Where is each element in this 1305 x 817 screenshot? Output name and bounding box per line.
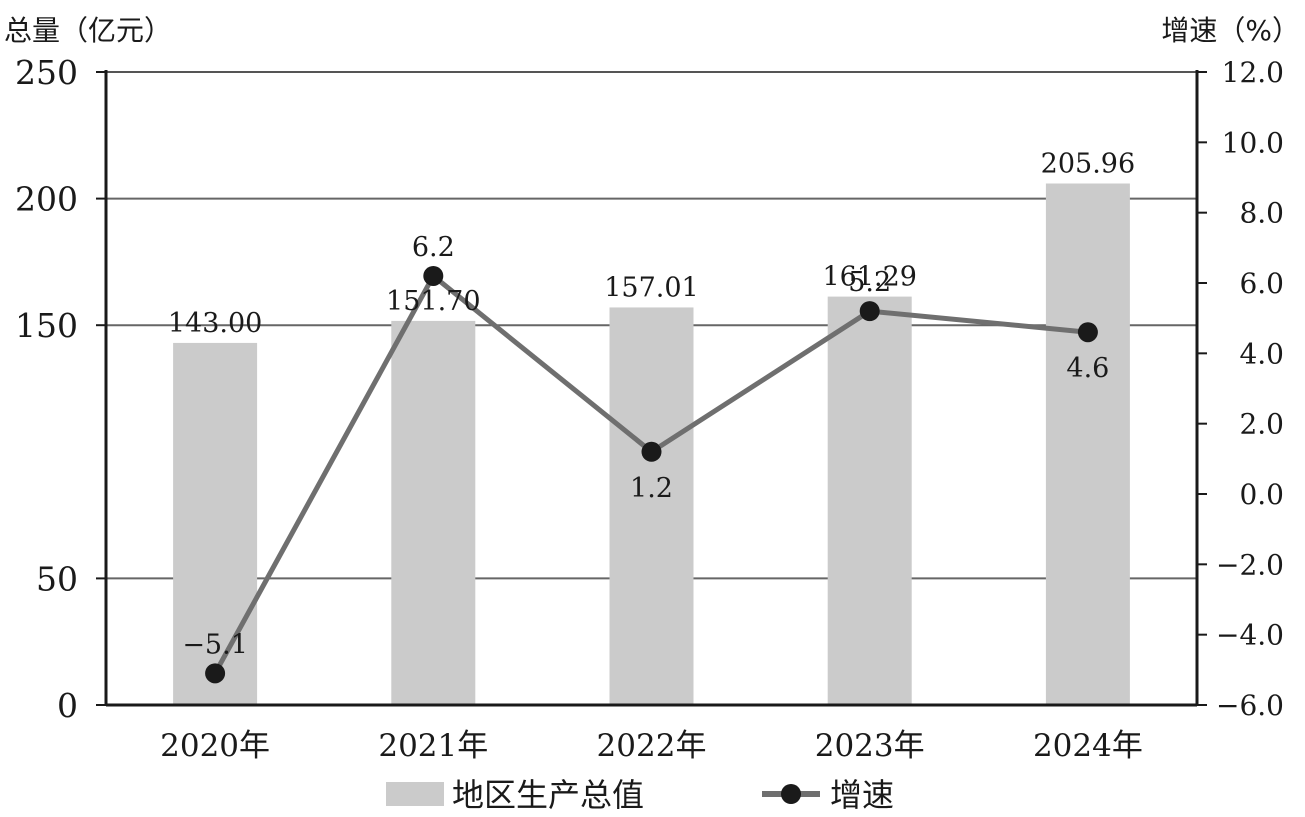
x-tick-label: 2021年 bbox=[378, 728, 488, 764]
right-tick-label: −2.0 bbox=[1216, 548, 1284, 581]
right-tick-label: 0.0 bbox=[1239, 478, 1284, 511]
legend: 地区生产总值 增速 bbox=[386, 776, 894, 814]
right-tick-label: 12.0 bbox=[1222, 56, 1284, 89]
line-data-label: 4.6 bbox=[1066, 353, 1109, 384]
bar bbox=[391, 320, 476, 705]
bar-data-label: 205.96 bbox=[1041, 149, 1135, 180]
line-data-label: −5.1 bbox=[182, 629, 248, 660]
bar-data-label: 161.29 bbox=[822, 262, 916, 293]
legend-line-label: 增速 bbox=[830, 776, 894, 814]
x-tick-label: 2020年 bbox=[160, 728, 270, 764]
growth-point bbox=[423, 265, 444, 286]
line-data-label: 5.2 bbox=[848, 267, 891, 298]
line-data-labels: −5.1 6.2 1.2 5.2 4.6 bbox=[182, 232, 1109, 660]
right-tick-label: 4.0 bbox=[1239, 337, 1284, 370]
growth-point bbox=[859, 301, 880, 322]
legend-line-marker bbox=[781, 784, 801, 804]
growth-point bbox=[1077, 322, 1098, 343]
left-tick-label: 200 bbox=[15, 180, 78, 219]
bar-series bbox=[173, 183, 1130, 705]
left-axis-title: 总量（亿元） bbox=[4, 14, 172, 47]
line-data-label: 6.2 bbox=[412, 232, 455, 263]
x-tick-label: 2023年 bbox=[815, 728, 925, 764]
bar bbox=[609, 307, 694, 705]
bar-data-label: 151.70 bbox=[386, 286, 480, 317]
line-data-label: 1.2 bbox=[630, 473, 673, 504]
bar-data-label: 143.00 bbox=[168, 308, 262, 339]
left-tick-label: 50 bbox=[36, 559, 78, 598]
x-tick-label: 2024年 bbox=[1033, 728, 1143, 764]
right-axis-title: 增速（%） bbox=[1161, 14, 1300, 47]
left-tick-labels: 0 50 150 200 250 bbox=[15, 53, 78, 725]
right-tick-label: −4.0 bbox=[1216, 619, 1284, 652]
legend-bar-swatch bbox=[386, 782, 444, 806]
left-tick-label: 250 bbox=[15, 53, 78, 92]
x-tick-label: 2022年 bbox=[597, 728, 707, 764]
x-tick-labels: 2020年 2021年 2022年 2023年 2024年 bbox=[160, 728, 1143, 764]
left-tick-label: 150 bbox=[15, 306, 78, 345]
left-tick-label: 0 bbox=[57, 686, 78, 725]
right-tick-label: 6.0 bbox=[1239, 267, 1284, 300]
bar-data-labels: 143.00 151.70 157.01 161.29 205.96 bbox=[168, 149, 1135, 339]
right-tick-label: 10.0 bbox=[1222, 126, 1284, 159]
growth-point bbox=[641, 441, 662, 462]
growth-line-series bbox=[205, 265, 1098, 684]
bar bbox=[1045, 183, 1130, 705]
right-tick-labels: −6.0 −4.0 −2.0 0.0 2.0 4.0 6.0 8.0 10.0 12.0 bbox=[1216, 56, 1284, 722]
right-tick-label: −6.0 bbox=[1216, 689, 1284, 722]
bar bbox=[173, 342, 258, 705]
growth-point bbox=[205, 663, 226, 684]
legend-bar-label: 地区生产总值 bbox=[452, 776, 644, 814]
axes bbox=[96, 70, 1207, 707]
right-tick-label: 2.0 bbox=[1239, 408, 1284, 441]
bar bbox=[827, 296, 912, 705]
right-tick-label: 8.0 bbox=[1239, 197, 1284, 230]
bar-data-label: 157.01 bbox=[604, 272, 698, 303]
